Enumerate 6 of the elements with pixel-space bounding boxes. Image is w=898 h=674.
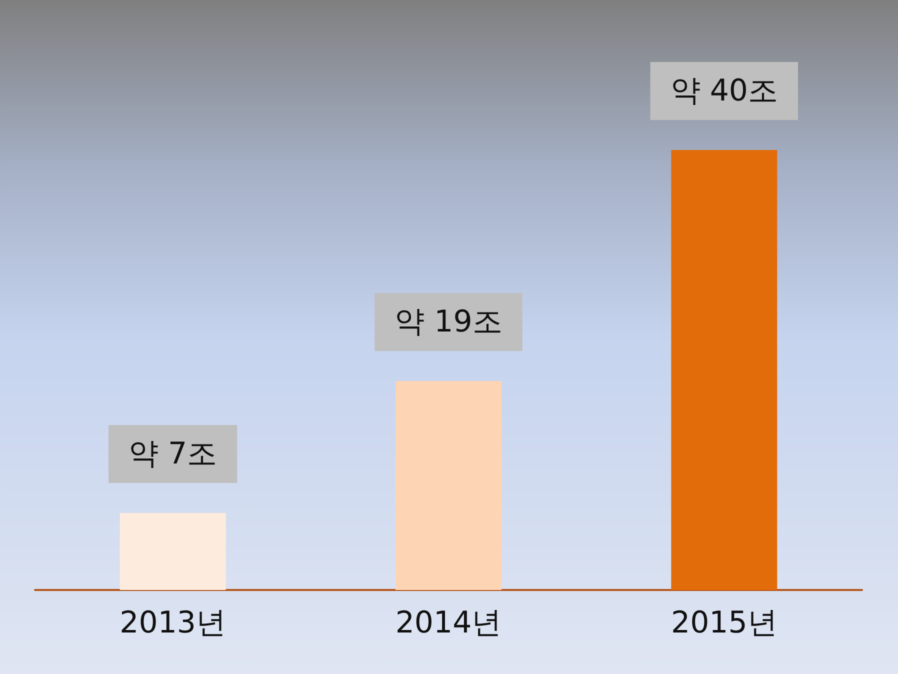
x-tick-label: 2014년 bbox=[395, 606, 502, 640]
x-tick-label: 2013년 bbox=[120, 606, 226, 640]
data-label: 약 19조 bbox=[394, 304, 502, 340]
data-label: 약 40조 bbox=[670, 74, 778, 108]
data-label: 약 7조 bbox=[128, 436, 218, 472]
x-tick-label: 2015년 bbox=[670, 606, 778, 640]
